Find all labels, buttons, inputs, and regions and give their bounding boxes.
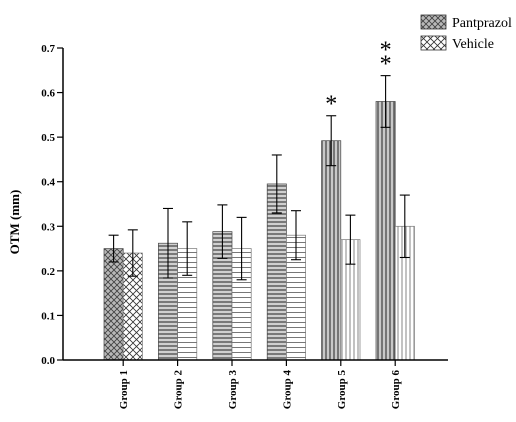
y-tick-label: 0.6 (41, 88, 55, 100)
y-tick-label: 0.5 (41, 132, 55, 144)
legend-label-pantprazol: Pantprazol (452, 16, 512, 31)
y-tick-label: 0.0 (41, 355, 55, 367)
bar-pantprazol-group-6 (375, 101, 396, 361)
significance-star: * (325, 92, 337, 118)
x-tick-label-group-5: Group 5 (336, 370, 348, 410)
legend-swatch-pantprazol (420, 14, 447, 30)
y-tick-label: 0.4 (41, 177, 55, 189)
legend-swatch-vehicle (420, 35, 447, 51)
x-tick-label-group-6: Group 6 (390, 370, 402, 410)
significance-star: * (380, 52, 392, 78)
y-tick-label: 0.7 (41, 43, 55, 55)
plot-area: *** (103, 38, 415, 361)
legend: Pantprazol Vehicle (420, 14, 512, 52)
axis-lines (62, 48, 448, 361)
x-tick-label-group-4: Group 4 (281, 370, 293, 410)
x-tick-label-group-3: Group 3 (227, 370, 239, 410)
y-tick-label: 0.2 (41, 266, 55, 278)
bar-pantprazol-group-5 (321, 140, 342, 361)
x-axis-ticks: Group 1 Group 2 Group 3 Group 4 Group 5 Group… (118, 360, 402, 409)
y-tick-label: 0.1 (41, 310, 55, 322)
x-tick-label-group-1: Group 1 (118, 370, 130, 409)
x-tick-label-group-2: Group 2 (173, 370, 185, 410)
y-axis-label: OTM (mm) (7, 190, 22, 255)
y-tick-label: 0.3 (41, 221, 55, 233)
bar-pantprazol-group-1 (103, 248, 124, 361)
significance-star: * (380, 38, 392, 64)
legend-label-vehicle: Vehicle (452, 37, 494, 52)
y-axis-ticks: 0.0 0.1 0.2 0.3 0.4 0.5 0.6 0.7 (41, 43, 63, 367)
